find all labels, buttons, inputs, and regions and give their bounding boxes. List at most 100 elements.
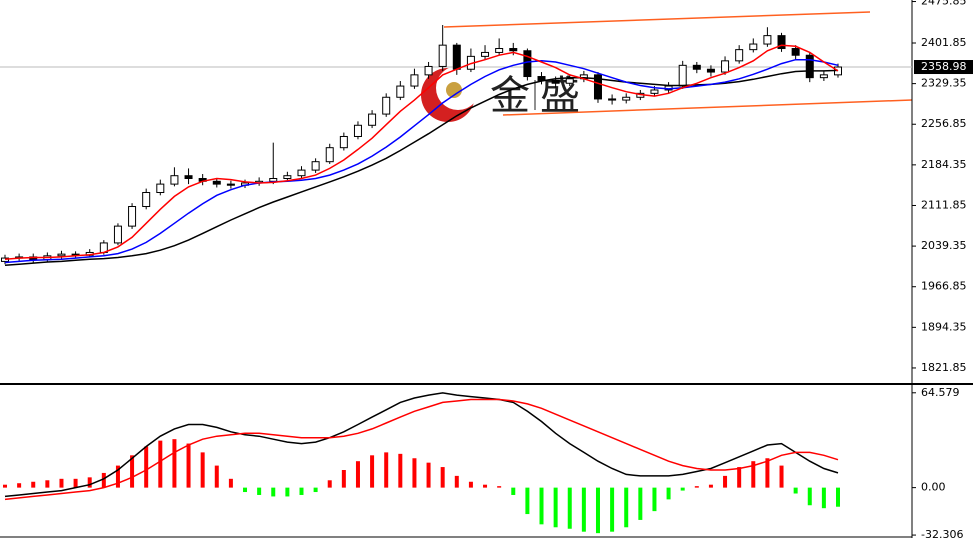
candle-body xyxy=(452,44,461,70)
histogram-bar xyxy=(638,487,643,520)
candle-body xyxy=(523,50,532,78)
histogram-bar xyxy=(45,480,50,488)
histogram-bar xyxy=(130,455,135,488)
y-tick-label: 1894.35 xyxy=(921,320,967,333)
histogram-bar xyxy=(243,487,248,493)
histogram-bar xyxy=(271,487,276,497)
histogram-bar xyxy=(257,487,262,495)
histogram-bar xyxy=(567,487,572,529)
histogram-bar xyxy=(144,446,149,488)
histogram-bar xyxy=(497,486,502,488)
y-tick-label: 2401.85 xyxy=(921,36,967,49)
candle-body xyxy=(396,85,405,98)
candle-body xyxy=(339,135,348,149)
histogram-bar xyxy=(553,487,558,528)
histogram-bar xyxy=(454,475,459,488)
indicator-line xyxy=(4,398,839,501)
histogram-bar xyxy=(765,458,770,488)
histogram-bar xyxy=(341,470,346,488)
histogram-bar xyxy=(355,461,360,488)
candle-body xyxy=(212,180,221,185)
histogram-bar xyxy=(73,478,78,488)
candle-body xyxy=(593,74,602,100)
histogram-bar xyxy=(680,487,685,491)
histogram-bar xyxy=(708,484,713,488)
histogram-bar xyxy=(115,465,120,488)
histogram-bar xyxy=(101,472,106,488)
histogram-bar xyxy=(398,453,403,488)
candle-body xyxy=(650,89,659,94)
y-tick-label: -32.306 xyxy=(921,528,963,538)
candle-body xyxy=(622,96,631,101)
histogram-bar xyxy=(228,478,233,488)
histogram-bar xyxy=(821,487,826,509)
candle-body xyxy=(692,64,701,70)
candle-body xyxy=(721,60,730,73)
candle-body xyxy=(353,124,362,137)
histogram-bar xyxy=(610,487,615,532)
histogram-bar xyxy=(624,487,629,528)
candle-body xyxy=(311,161,320,171)
y-tick-label: 2184.35 xyxy=(921,158,967,171)
histogram-bar xyxy=(793,487,798,494)
histogram-bar xyxy=(3,484,7,488)
candle-body xyxy=(410,74,419,87)
histogram-bar xyxy=(59,478,64,488)
candle-body xyxy=(424,65,433,76)
histogram-bar xyxy=(652,487,657,512)
histogram-bar xyxy=(694,486,699,488)
histogram-bar xyxy=(525,487,530,515)
histogram-bar xyxy=(666,487,671,500)
y-tick-label: 2329.35 xyxy=(921,77,967,90)
channel-line xyxy=(502,99,913,116)
y-tick-label: 1966.85 xyxy=(921,280,967,293)
histogram-bar xyxy=(327,480,332,488)
candle-body xyxy=(128,206,137,227)
histogram-bar xyxy=(737,467,742,488)
histogram-bar xyxy=(370,455,375,488)
candle-body xyxy=(565,78,574,84)
histogram-bar xyxy=(87,477,92,488)
candle-body xyxy=(608,98,617,101)
candle-body xyxy=(749,43,758,51)
histogram-bar xyxy=(299,487,304,495)
histogram-bar xyxy=(426,462,431,488)
candle-body xyxy=(678,64,687,87)
histogram-bar xyxy=(158,440,163,488)
y-tick-label: 2039.35 xyxy=(921,239,967,252)
candle-body xyxy=(805,54,814,79)
candle-body xyxy=(325,147,334,163)
indicator-line xyxy=(4,58,839,264)
histogram-bar xyxy=(313,487,318,493)
histogram-bar xyxy=(468,481,473,488)
candle-body xyxy=(438,44,447,67)
candle-body xyxy=(819,74,828,79)
histogram-bar xyxy=(440,467,445,488)
y-tick-label: 2111.85 xyxy=(921,198,967,211)
indicator-line xyxy=(4,44,839,260)
candle-body xyxy=(495,48,504,53)
candle-body xyxy=(113,225,122,244)
candle-body xyxy=(777,35,786,50)
histogram-bar xyxy=(836,487,840,507)
candle-body xyxy=(142,192,151,208)
logo-dot xyxy=(446,82,462,98)
histogram-bar xyxy=(384,452,389,488)
candle-body xyxy=(170,175,179,185)
indicator-line xyxy=(4,392,839,498)
y-tick-label: 64.579 xyxy=(921,386,960,399)
candle-body xyxy=(481,51,490,57)
candle-body xyxy=(551,79,560,84)
candle-body xyxy=(184,175,193,180)
last-price-label: 2358.98 xyxy=(921,60,967,73)
histogram-bar xyxy=(186,443,191,488)
histogram-bar xyxy=(779,465,784,488)
histogram-bar xyxy=(285,487,290,497)
candle-body xyxy=(156,183,165,194)
y-tick-label: 2256.85 xyxy=(921,117,967,130)
candle-body xyxy=(791,48,800,56)
histogram-bar xyxy=(751,461,756,488)
histogram-bar xyxy=(172,439,177,488)
candle-body xyxy=(706,68,715,73)
histogram-bar xyxy=(595,487,600,534)
